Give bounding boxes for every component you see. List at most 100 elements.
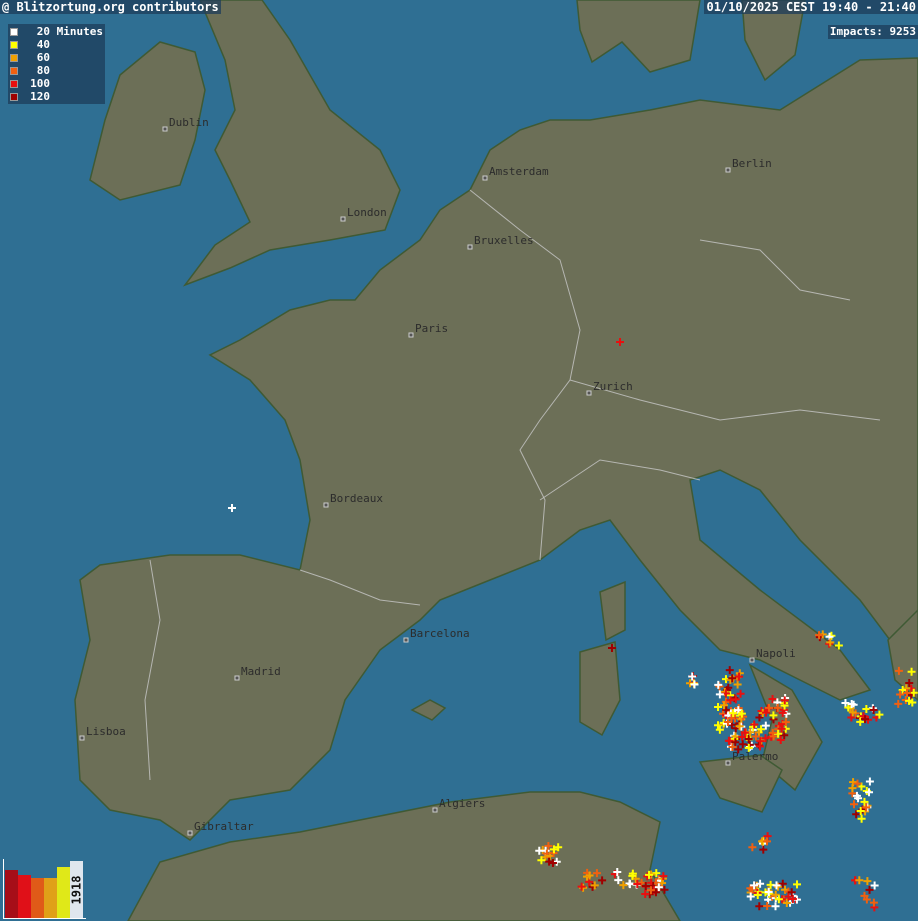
legend-swatch <box>10 40 18 49</box>
lightning-strike <box>869 898 878 907</box>
lightning-strike <box>715 690 724 699</box>
north-africa <box>127 791 681 921</box>
lightning-strike <box>781 718 790 727</box>
lightning-strike <box>856 807 865 816</box>
lightning-strike <box>862 705 871 714</box>
city-marker <box>749 657 755 663</box>
lightning-strike <box>777 724 786 733</box>
lightning-strike <box>862 803 871 812</box>
lightning-strike <box>735 672 744 681</box>
latest-count: 1918 <box>69 875 84 904</box>
ireland <box>89 41 206 201</box>
legend-row: 40 <box>10 38 103 51</box>
legend-row: 20 Minutes <box>10 25 103 38</box>
city-label: Bordeaux <box>330 492 383 505</box>
lightning-strike <box>725 736 734 745</box>
lightning-strike <box>549 845 558 854</box>
lightning-strike <box>744 734 753 743</box>
lightning-strike <box>537 856 546 865</box>
lightning-strike <box>765 703 774 712</box>
city-marker <box>340 216 346 222</box>
city-label: Napoli <box>756 647 796 660</box>
legend-swatch <box>10 66 18 75</box>
lightning-strike <box>834 641 843 650</box>
lightning-strike <box>782 898 791 907</box>
lightning-strike <box>548 858 557 867</box>
city-label: Barcelona <box>410 627 470 640</box>
age-legend: 20 Minutes 40 60 80 100 120 <box>8 24 105 104</box>
lightning-strike <box>847 713 856 722</box>
lightning-strike <box>905 696 914 705</box>
lightning-strike <box>585 871 594 880</box>
lightning-strike <box>784 892 793 901</box>
city-label: Berlin <box>732 157 772 170</box>
lightning-strike <box>734 745 743 754</box>
city-marker <box>234 675 240 681</box>
lightning-strike <box>545 857 554 866</box>
lightning-strike <box>735 722 744 731</box>
histogram-bar <box>44 878 57 918</box>
lightning-strike <box>778 708 787 717</box>
lightning-strike <box>731 695 740 704</box>
attribution: @ Blitzortung.org contributors <box>0 0 221 14</box>
lightning-strike <box>751 732 760 741</box>
lightning-strike <box>746 892 755 901</box>
city-markers: Dublin London Amsterdam Berlin Bruxelles Pari… <box>79 116 796 836</box>
lightning-strike <box>861 715 870 724</box>
impacts-count: Impacts: 9253 <box>827 25 918 39</box>
lightning-strike <box>728 674 737 683</box>
lightning-strike <box>848 784 857 793</box>
city-marker <box>725 167 731 173</box>
lightning-strike <box>714 703 723 712</box>
legend-swatch <box>10 53 18 62</box>
lightning-strike <box>619 881 628 890</box>
lightning-strike <box>577 882 586 891</box>
legend-row: 80 <box>10 64 103 77</box>
lightning-strike <box>896 690 905 699</box>
lightning-strike <box>652 869 661 878</box>
lightning-strike <box>733 680 742 689</box>
city-label: Algiers <box>439 797 485 810</box>
lightning-strike <box>869 705 878 714</box>
lightning-strike <box>720 687 729 696</box>
lightning-strike <box>875 710 884 719</box>
lightning-strike <box>738 740 747 749</box>
sweden <box>741 0 806 82</box>
lightning-strike <box>780 696 789 705</box>
lightning-strike <box>761 734 770 743</box>
lightning-strike <box>848 708 857 717</box>
lightning-strike <box>616 338 624 346</box>
denmark <box>576 0 701 73</box>
histogram-bar <box>18 875 31 918</box>
lightning-strike <box>772 881 781 890</box>
lightning-strike <box>865 788 874 797</box>
lightning-strike <box>646 886 655 895</box>
lightning-strike <box>826 638 835 647</box>
legend-swatch <box>10 79 18 88</box>
lightning-strike <box>756 737 765 746</box>
lightning-strike <box>793 880 802 889</box>
lightning-strike <box>731 738 740 747</box>
lightning-strike <box>750 881 759 890</box>
lightning-strike <box>852 810 861 819</box>
lightning-strike <box>660 885 669 894</box>
lightning-strike <box>614 876 623 885</box>
city-marker <box>403 637 409 643</box>
lightning-strike <box>780 731 789 740</box>
lightning-strike <box>579 883 588 892</box>
lightning-strike <box>730 694 739 703</box>
sardinia <box>579 641 621 737</box>
lightning-strike <box>756 879 765 888</box>
city-marker <box>79 735 85 741</box>
lightning-strike <box>744 743 753 752</box>
corsica <box>599 580 626 642</box>
lightning-strike <box>725 666 734 675</box>
lightning-strike <box>773 703 782 712</box>
lightning-strike <box>757 725 766 734</box>
city-marker <box>482 175 488 181</box>
lightning-strike <box>787 888 796 897</box>
lightning-strike <box>633 880 642 889</box>
balearics <box>410 699 447 721</box>
lightning-strike <box>907 667 916 676</box>
